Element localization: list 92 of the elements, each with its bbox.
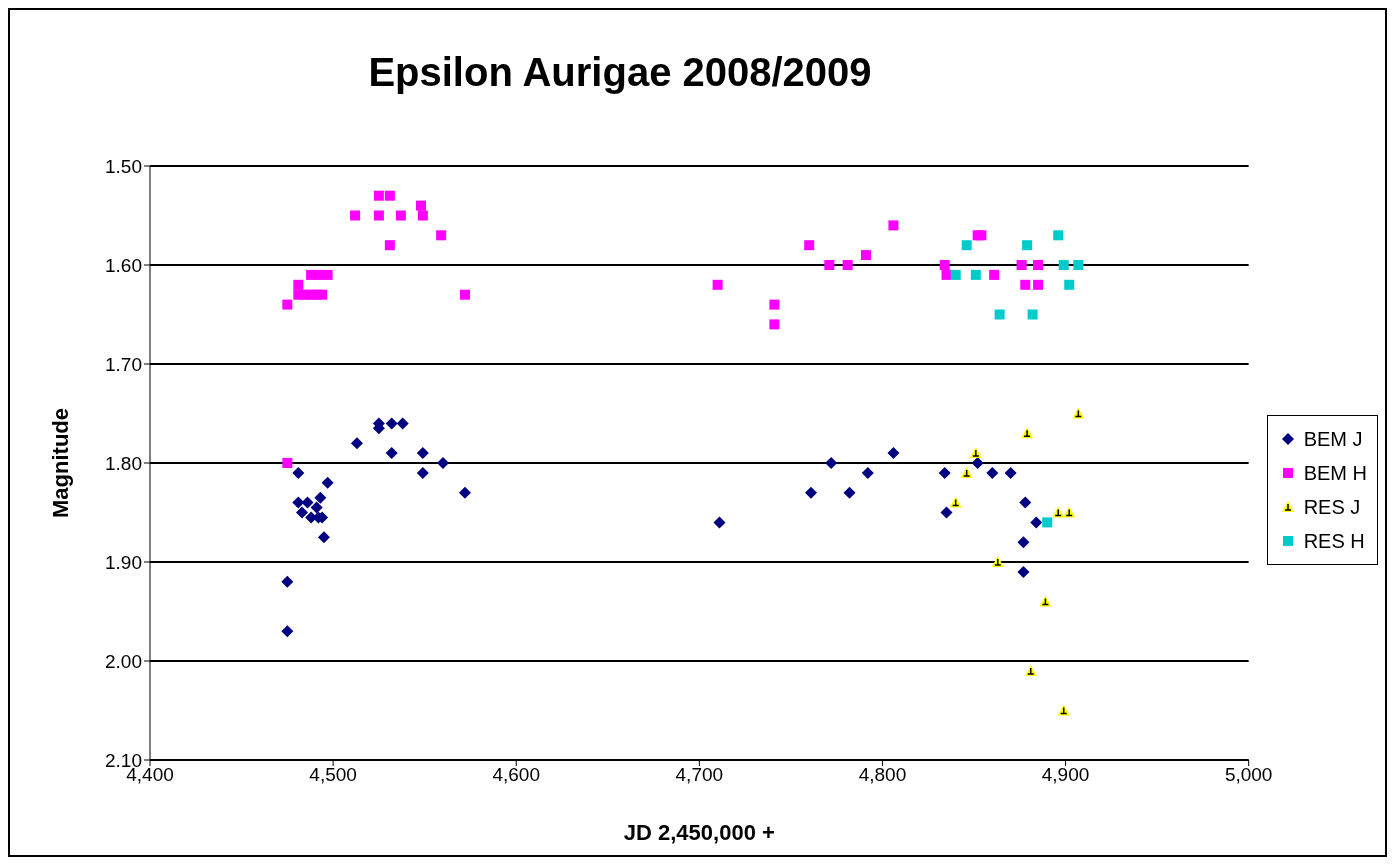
point bbox=[416, 447, 429, 460]
y-tick-label: 2.00 bbox=[105, 650, 142, 672]
point bbox=[888, 220, 899, 231]
y-tick-label: 1.60 bbox=[105, 254, 142, 276]
point bbox=[436, 457, 449, 469]
point bbox=[805, 486, 818, 499]
point bbox=[1064, 279, 1075, 290]
point bbox=[384, 240, 395, 251]
point bbox=[971, 457, 984, 469]
legend-label: BEM J bbox=[1303, 427, 1363, 451]
point bbox=[843, 486, 856, 499]
point bbox=[373, 210, 384, 221]
point bbox=[314, 491, 327, 504]
point bbox=[385, 417, 398, 430]
y-tick-label: 1.70 bbox=[105, 353, 142, 375]
point bbox=[1017, 565, 1030, 578]
y-axis-title: Magnitude bbox=[47, 408, 73, 518]
y-tick-label: 1.50 bbox=[105, 155, 142, 177]
x-tick-label: 4,500 bbox=[309, 764, 357, 786]
point bbox=[994, 309, 1005, 320]
point bbox=[1033, 260, 1044, 270]
legend-label: BEM H bbox=[1303, 461, 1367, 485]
point bbox=[941, 269, 952, 280]
point bbox=[1030, 516, 1043, 529]
point bbox=[1027, 309, 1038, 320]
x-tick-label: 4,900 bbox=[1041, 764, 1090, 786]
point bbox=[1033, 279, 1044, 290]
point bbox=[986, 466, 999, 479]
point bbox=[417, 210, 428, 221]
point bbox=[769, 299, 780, 310]
point bbox=[1020, 279, 1031, 290]
x-tick-label: 4,800 bbox=[858, 764, 907, 786]
point bbox=[1058, 260, 1069, 270]
point bbox=[322, 269, 333, 280]
point bbox=[712, 279, 723, 290]
point bbox=[459, 289, 470, 300]
point bbox=[938, 466, 951, 479]
point bbox=[1073, 260, 1084, 270]
point bbox=[989, 269, 1000, 280]
point bbox=[396, 417, 409, 430]
point bbox=[350, 437, 363, 450]
point bbox=[804, 240, 815, 251]
point bbox=[416, 200, 426, 211]
chart-title: Epsilon Aurigae 2008/2009 bbox=[367, 50, 873, 95]
point bbox=[1022, 240, 1033, 251]
point bbox=[1042, 517, 1053, 528]
point bbox=[317, 289, 328, 300]
point bbox=[769, 319, 780, 330]
point bbox=[970, 269, 981, 280]
x-axis-title: JD 2,450,000 + bbox=[623, 820, 775, 845]
point bbox=[373, 190, 384, 201]
point bbox=[825, 457, 838, 469]
point bbox=[416, 466, 429, 479]
point bbox=[293, 279, 304, 290]
legend-label: RES H bbox=[1303, 529, 1365, 553]
point bbox=[281, 575, 294, 588]
point bbox=[961, 240, 972, 251]
x-tick-label: 5,000 bbox=[1224, 764, 1273, 786]
point bbox=[310, 501, 323, 514]
point bbox=[860, 250, 871, 261]
point bbox=[842, 260, 853, 270]
point bbox=[321, 476, 334, 489]
point bbox=[281, 625, 294, 638]
point bbox=[940, 506, 953, 519]
point bbox=[887, 447, 900, 460]
point bbox=[1016, 260, 1027, 270]
point bbox=[1017, 536, 1030, 549]
point bbox=[292, 466, 305, 479]
point bbox=[861, 466, 874, 479]
point bbox=[950, 269, 961, 280]
y-tick-label: 1.90 bbox=[105, 551, 142, 573]
y-tick-label: 1.80 bbox=[105, 452, 142, 474]
point bbox=[350, 210, 361, 221]
point bbox=[458, 486, 471, 499]
point bbox=[282, 299, 293, 310]
point bbox=[976, 230, 987, 241]
point bbox=[1053, 230, 1064, 241]
point bbox=[1004, 466, 1017, 479]
point bbox=[1019, 496, 1032, 509]
point bbox=[282, 458, 293, 468]
point bbox=[317, 531, 330, 544]
x-tick-label: 4,700 bbox=[675, 764, 724, 786]
point bbox=[436, 230, 447, 241]
point bbox=[713, 516, 726, 529]
point bbox=[385, 447, 398, 460]
legend-label: RES J bbox=[1303, 495, 1361, 519]
point bbox=[395, 210, 406, 221]
x-tick-label: 4,600 bbox=[492, 764, 540, 786]
point bbox=[824, 260, 835, 270]
point bbox=[295, 506, 308, 519]
point bbox=[939, 260, 950, 270]
point bbox=[384, 190, 395, 201]
